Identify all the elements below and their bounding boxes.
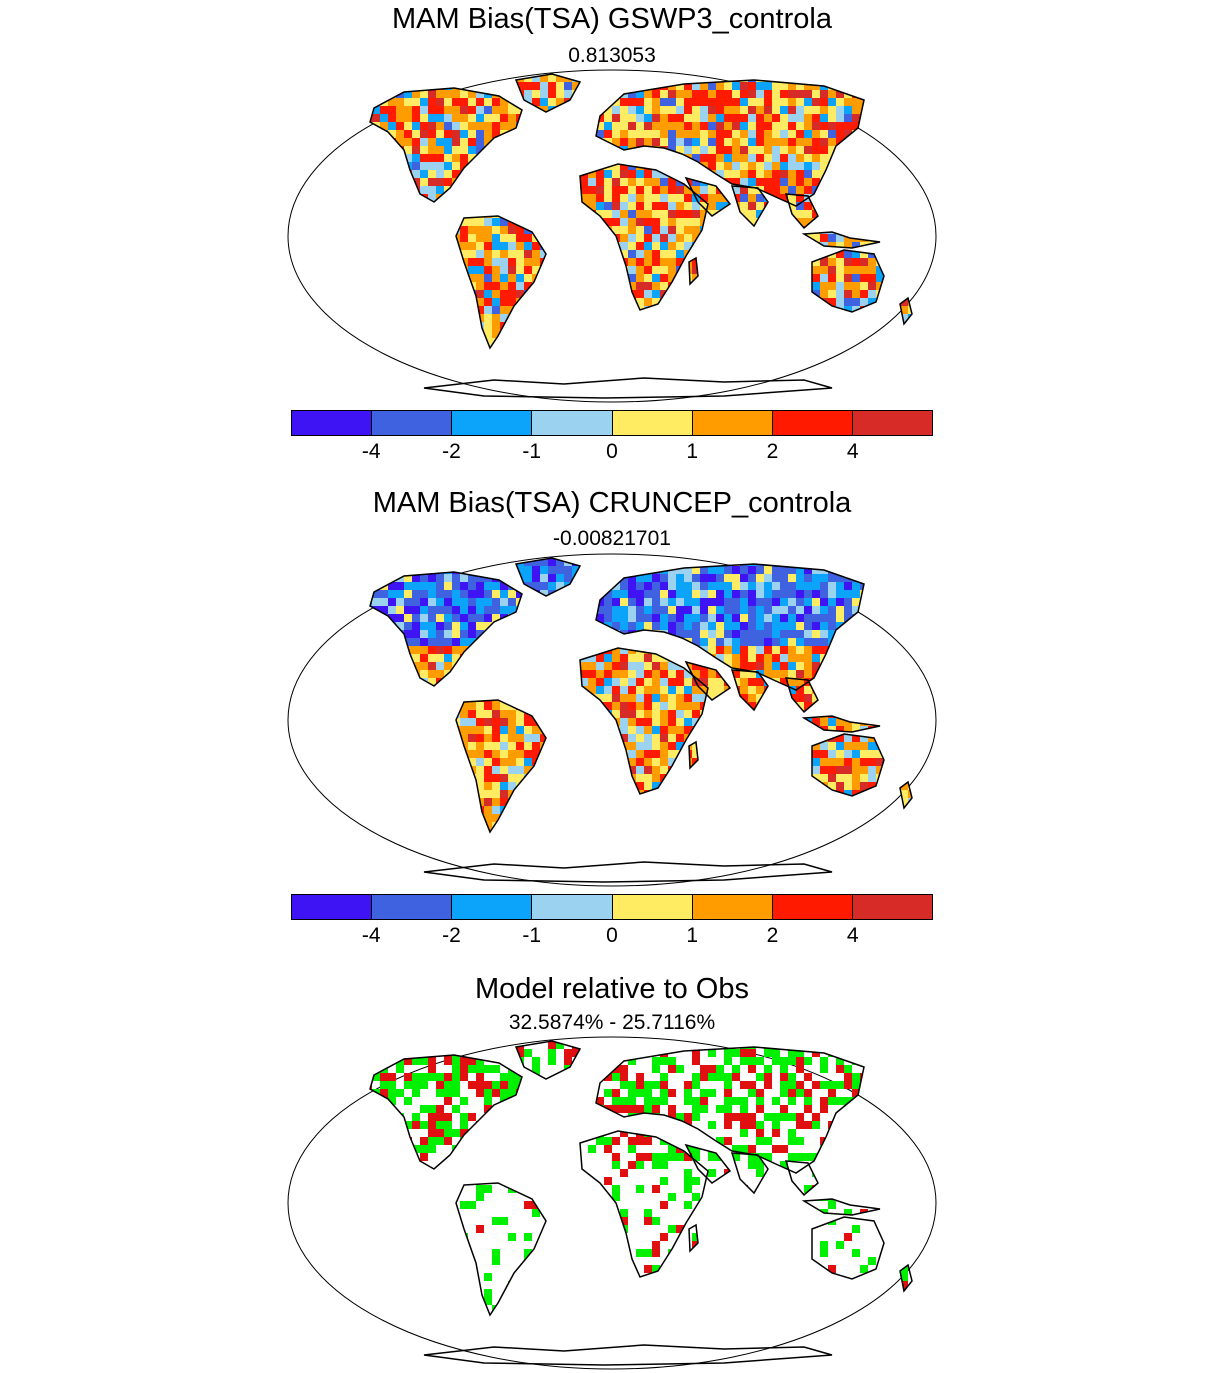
panel2-subtitle: -0.00821701: [0, 527, 1224, 551]
panel1-subtitle: 0.813053: [0, 44, 1224, 68]
colorbar-tick-label: 4: [823, 440, 883, 464]
colorbar-box: [693, 411, 773, 435]
panel3-map: [284, 1033, 940, 1373]
colorbar-tick-label: 0: [582, 924, 642, 948]
colorbar-box: [532, 895, 612, 919]
colorbar-tick-label: -4: [341, 924, 401, 948]
colorbar-box: [372, 895, 452, 919]
colorbar-box: [452, 895, 532, 919]
colorbar-box: [452, 411, 532, 435]
panel1-title: MAM Bias(TSA) GSWP3_controla: [0, 3, 1224, 35]
panel3-subtitle: 32.5874% - 25.7116%: [0, 1011, 1224, 1035]
colorbar-tick-label: -2: [422, 440, 482, 464]
colorbar-box: [292, 895, 372, 919]
colorbar-box: [853, 895, 932, 919]
colorbar-tick-label: -1: [502, 924, 562, 948]
colorbar-box: [372, 411, 452, 435]
colorbar-tick-label: 2: [743, 924, 803, 948]
colorbar-box: [532, 411, 612, 435]
panel1-colorbar: [291, 410, 933, 436]
colorbar-tick-label: 2: [743, 440, 803, 464]
colorbar-tick-label: 1: [662, 440, 722, 464]
colorbar-tick-label: -1: [502, 440, 562, 464]
colorbar-box: [853, 411, 932, 435]
panel1-map: [284, 66, 940, 406]
colorbar-box: [613, 411, 693, 435]
colorbar-tick-label: 0: [582, 440, 642, 464]
colorbar-box: [773, 411, 853, 435]
colorbar-tick-label: 4: [823, 924, 883, 948]
colorbar-tick-label: -4: [341, 440, 401, 464]
colorbar-box: [693, 895, 773, 919]
colorbar-tick-label: -2: [422, 924, 482, 948]
panel2-title: MAM Bias(TSA) CRUNCEP_controla: [0, 487, 1224, 519]
colorbar-box: [613, 895, 693, 919]
colorbar-tick-label: 1: [662, 924, 722, 948]
panel3-title: Model relative to Obs: [0, 973, 1224, 1005]
panel2-map: [284, 550, 940, 890]
panel2-colorbar: [291, 894, 933, 920]
colorbar-box: [292, 411, 372, 435]
colorbar-box: [773, 895, 853, 919]
